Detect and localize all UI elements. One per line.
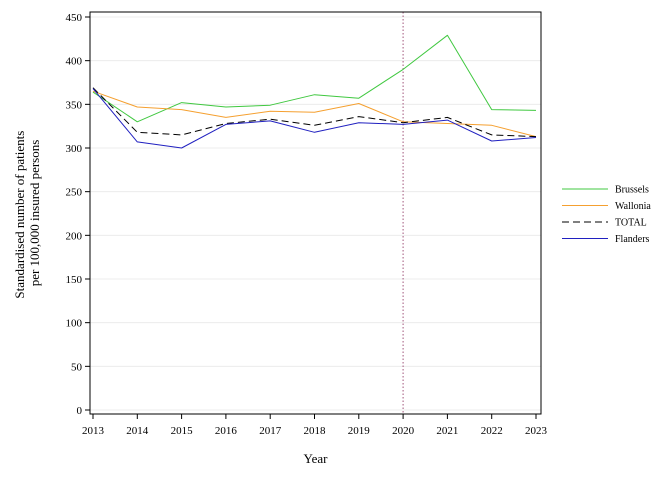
y-axis-title: Standardised number of patients per 100,…	[12, 127, 42, 298]
y-tick-label-400: 400	[66, 56, 83, 68]
y-tick-label-300: 300	[66, 143, 83, 155]
x-tick-label-2016: 2016	[215, 425, 238, 437]
series-line-brussels	[92, 34, 537, 123]
x-tick-label-2021: 2021	[436, 425, 458, 437]
x-tick-label-2020: 2020	[392, 425, 415, 437]
legend-label-brussels: Brussels	[615, 185, 649, 196]
series-lines	[92, 34, 537, 149]
x-tick-label-2013: 2013	[82, 425, 105, 437]
y-tick-label-150: 150	[66, 274, 83, 286]
y-tick-label-200: 200	[66, 230, 83, 242]
legend-label-total: TOTAL	[615, 218, 647, 229]
x-tick-label-2023: 2023	[525, 425, 548, 437]
x-tick-label-2015: 2015	[171, 425, 194, 437]
x-axis-title: Year	[304, 451, 329, 466]
y-tick-label-50: 50	[71, 361, 83, 373]
y-tick-label-0: 0	[77, 405, 83, 417]
series-line-total	[92, 87, 537, 138]
x-tick-label-2022: 2022	[481, 425, 503, 437]
x-tick-label-2019: 2019	[348, 425, 371, 437]
y-tick-label-100: 100	[66, 318, 83, 330]
x-tick-label-2014: 2014	[126, 425, 149, 437]
legend: Brussels Wallonia TOTAL Flanders	[562, 185, 651, 245]
x-tick-label-2018: 2018	[304, 425, 327, 437]
y-tick-label-250: 250	[66, 187, 83, 199]
x-axis: 2013 2014 2015 2016 2017 2018 2019 2020 2021 2022…	[82, 414, 548, 437]
x-tick-label-2017: 2017	[259, 425, 282, 437]
y-axis-title-line-2: per 100,000 insured persons	[27, 140, 42, 287]
y-axis-title-line-1: Standardised number of patients	[12, 131, 27, 299]
gridlines	[90, 16, 541, 411]
series-line-wallonia	[92, 90, 537, 138]
y-tick-label-450: 450	[66, 12, 83, 24]
legend-label-wallonia: Wallonia	[615, 201, 651, 212]
legend-label-flanders: Flanders	[615, 234, 650, 245]
plot-frame	[89, 11, 542, 415]
series-line-flanders	[92, 88, 537, 149]
y-axis: 0 50 100 150 200 250 300 350 400 450	[66, 12, 90, 417]
y-tick-label-350: 350	[66, 99, 83, 111]
